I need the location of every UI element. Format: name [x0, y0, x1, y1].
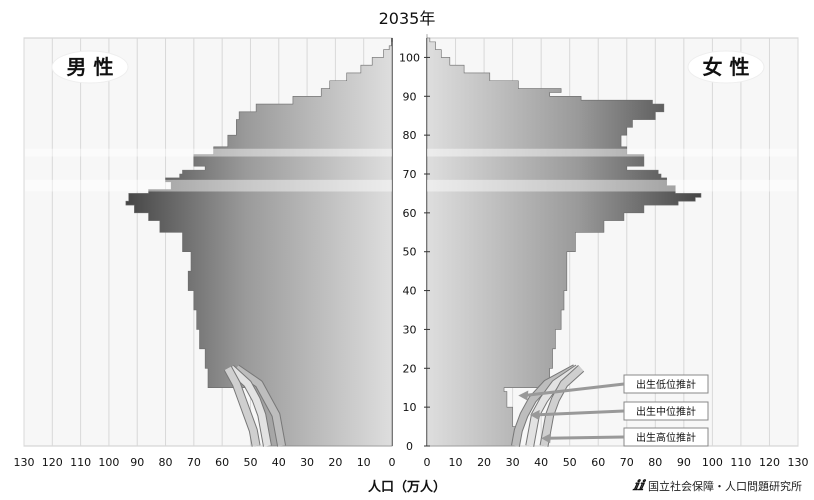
- age-tick-label: 60: [403, 207, 417, 220]
- age-tick-label: 30: [403, 323, 417, 336]
- female-x-tick-label: 130: [788, 456, 809, 469]
- legend-arrow: [535, 409, 625, 417]
- male-scenario-band: [224, 366, 260, 447]
- male-light-band: [25, 179, 392, 192]
- female-scenario-band: [512, 365, 578, 447]
- male-x-tick-label: 80: [159, 456, 173, 469]
- female-light-band: [427, 148, 797, 157]
- female-x-tick-label: 30: [506, 456, 520, 469]
- age-tick-label: 100: [399, 51, 420, 64]
- female-x-tick-label: 60: [591, 456, 605, 469]
- male-label-pill: [51, 50, 129, 84]
- female-light-band: [427, 179, 797, 192]
- male-x-tick-label: 130: [14, 456, 35, 469]
- male-x-tick-label: 50: [243, 456, 257, 469]
- female-x-tick-label: 0: [424, 456, 431, 469]
- male-x-tick-label: 120: [42, 456, 63, 469]
- female-x-tick-label: 70: [620, 456, 634, 469]
- female-x-tick-label: 20: [477, 456, 491, 469]
- male-pyramid: [125, 41, 393, 447]
- male-x-tick-label: 60: [215, 456, 229, 469]
- x-axis-label: 人口（万人）: [368, 479, 446, 495]
- legend-arrowhead: [518, 390, 529, 401]
- age-tick-label: 20: [403, 362, 417, 375]
- female-pyramid: [426, 34, 702, 447]
- female-x-tick-label: 10: [449, 456, 463, 469]
- female-label-pill: [687, 50, 765, 84]
- source-credit: ⅈⅈ 国立社会保障・人口問題研究所: [633, 478, 802, 494]
- legend-entry: 出生低位推計: [636, 378, 696, 391]
- age-tick-label: 40: [403, 285, 417, 298]
- legend-arrow: [547, 435, 625, 440]
- male-scenario-band: [234, 365, 286, 447]
- legend-arrowhead: [541, 433, 552, 444]
- female-x-tick-label: 110: [730, 456, 751, 469]
- legend-arrowhead: [529, 409, 540, 420]
- legend-entry: 出生中位推計: [636, 405, 696, 418]
- female-scenario-band: [526, 365, 581, 447]
- female-x-tick-label: 80: [648, 456, 662, 469]
- legend-entry: 出生高位推計: [636, 431, 696, 444]
- male-x-tick-label: 20: [328, 456, 342, 469]
- male-x-tick-label: 100: [98, 456, 119, 469]
- female-x-tick-label: 100: [702, 456, 723, 469]
- age-tick-label: 90: [403, 90, 417, 103]
- male-light-band: [25, 148, 392, 157]
- legend-arrow: [524, 382, 625, 397]
- chart-title: 2035年: [379, 9, 436, 28]
- female-label: 女 性: [703, 55, 750, 79]
- age-tick-label: 50: [403, 246, 417, 259]
- female-x-tick-label: 90: [677, 456, 691, 469]
- male-x-tick-label: 110: [70, 456, 91, 469]
- male-x-tick-label: 30: [300, 456, 314, 469]
- age-tick-label: 80: [403, 129, 417, 142]
- female-x-tick-label: 120: [759, 456, 780, 469]
- male-scenario-band: [228, 365, 271, 447]
- age-tick-label: 70: [403, 168, 417, 181]
- age-tick-label: 10: [403, 401, 417, 414]
- female-scenario-band: [540, 365, 584, 447]
- institute-logo-icon: ⅈⅈ: [633, 478, 644, 494]
- age-tick-label: 0: [406, 440, 413, 453]
- source-text: 国立社会保障・人口問題研究所: [648, 480, 802, 493]
- female-x-tick-label: 50: [563, 456, 577, 469]
- male-x-tick-label: 90: [130, 456, 144, 469]
- male-label: 男 性: [67, 55, 114, 79]
- male-x-tick-label: 70: [187, 456, 201, 469]
- male-x-tick-label: 0: [389, 456, 396, 469]
- male-x-tick-label: 10: [357, 456, 371, 469]
- male-x-tick-label: 40: [272, 456, 286, 469]
- female-x-tick-label: 40: [534, 456, 548, 469]
